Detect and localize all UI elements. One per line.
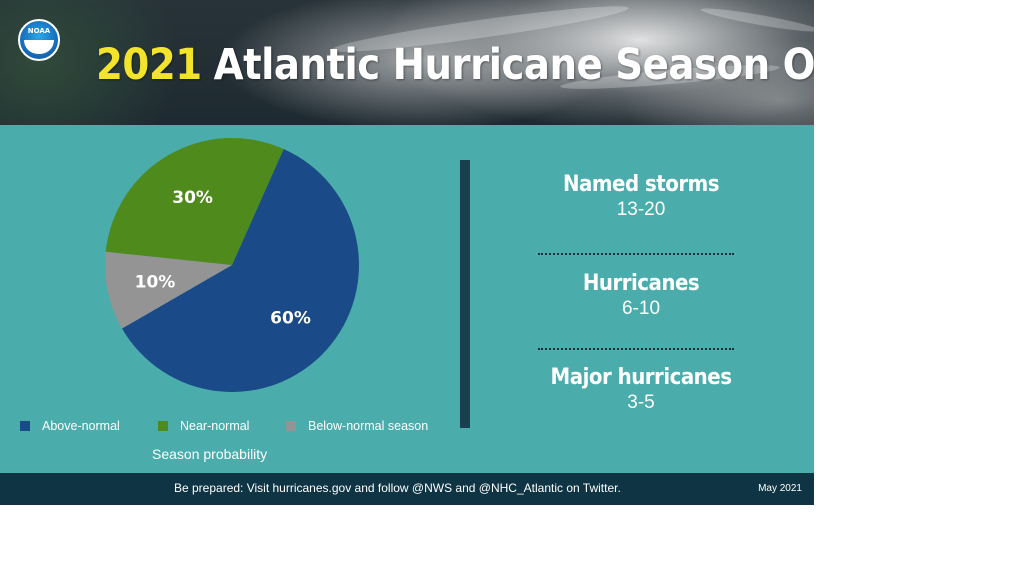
pie-slice-below-normal-season	[104, 251, 232, 329]
pie-slice-above-normal	[122, 148, 359, 392]
title-year: 2021	[96, 40, 202, 90]
footer-message: Be prepared: Visit hurricanes.gov and fo…	[174, 481, 621, 495]
dotted-separator	[538, 253, 734, 255]
stat-major-hurricanes: Major hurricanes 3-5	[541, 365, 741, 415]
pie-chart: 60% 10% 30%	[104, 138, 359, 392]
noaa-logo: NOAA	[18, 19, 60, 61]
legend-item-near-normal: Near-normal	[158, 419, 249, 433]
legend-swatch-above-normal	[20, 421, 30, 431]
pie-data-label: 30%	[172, 188, 213, 208]
footer-bar: Be prepared: Visit hurricanes.gov and fo…	[0, 473, 814, 505]
pie-data-label: 60%	[270, 309, 311, 329]
legend-item-above-normal: Above-normal	[20, 419, 120, 433]
pie-data-label: 10%	[135, 272, 176, 292]
legend-swatch-near-normal	[158, 421, 168, 431]
legend-label-near-normal: Near-normal	[180, 419, 250, 433]
stat-hurricanes: Hurricanes 6-10	[541, 271, 741, 321]
stat-label: Named storms	[562, 172, 720, 197]
content-area: 60% 10% 30% Above-normal Near-normal Below…	[0, 125, 814, 473]
dotted-separator	[538, 348, 734, 350]
pie-slice-near-normal	[105, 138, 284, 265]
legend-item-below-normal: Below-normal season	[286, 419, 428, 433]
vertical-divider	[460, 160, 470, 428]
legend-swatch-below-normal	[286, 421, 296, 431]
title-main: Atlantic Hurricane Season Outlook	[213, 40, 814, 90]
stat-named-storms: Named storms 13-20	[541, 172, 741, 222]
chart-caption: Season probability	[152, 446, 268, 462]
legend-label-above-normal: Above-normal	[42, 419, 120, 433]
stat-value: 3-5	[627, 392, 655, 413]
stat-value: 6-10	[621, 298, 661, 319]
stat-label: Hurricanes	[582, 271, 700, 296]
footer-date: May 2021	[758, 483, 802, 494]
stat-label: Major hurricanes	[550, 365, 732, 390]
noaa-logo-text: NOAA	[27, 27, 51, 35]
stat-value: 13-20	[616, 199, 666, 220]
legend-label-below-normal: Below-normal season	[308, 419, 429, 433]
